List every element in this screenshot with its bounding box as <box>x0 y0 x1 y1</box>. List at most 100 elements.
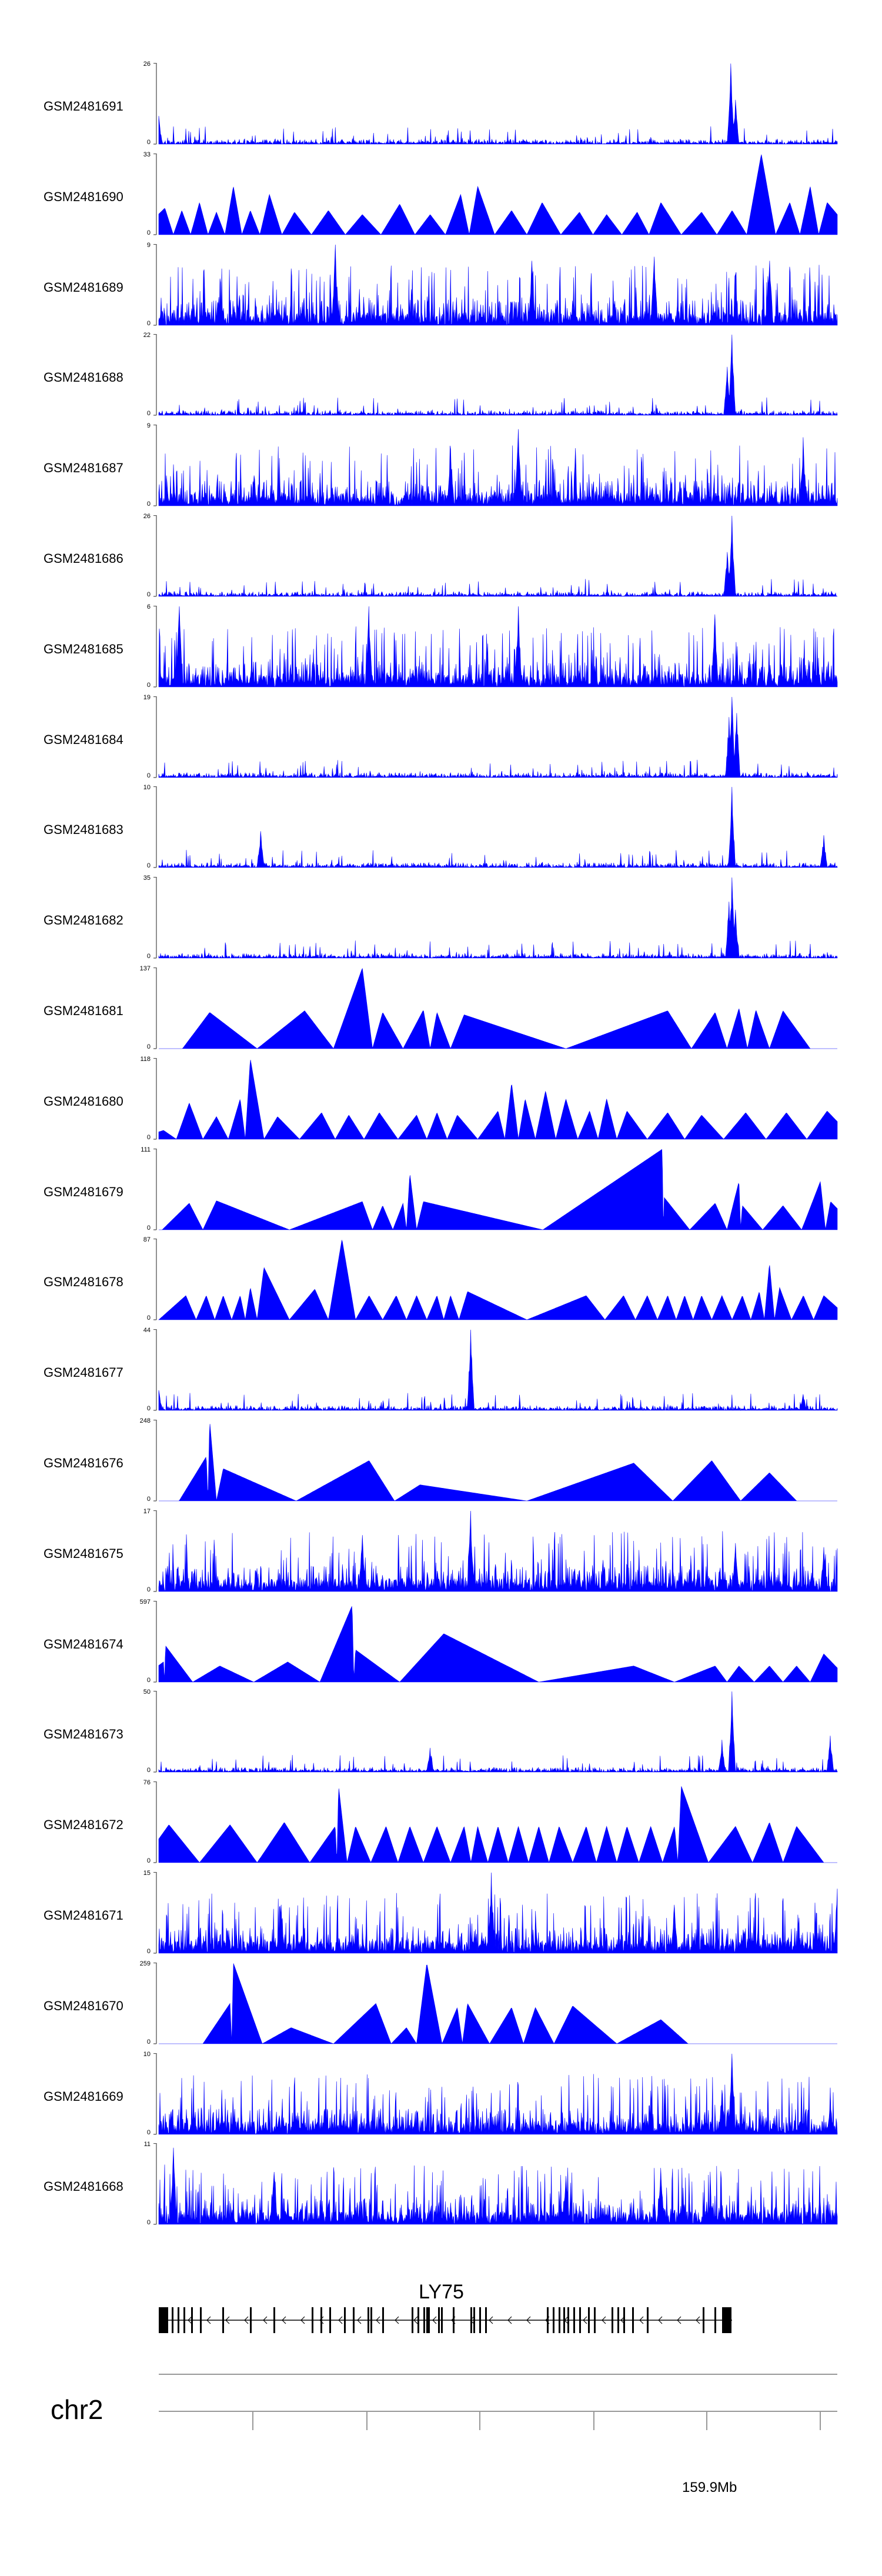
coverage-area <box>158 244 838 326</box>
track-plot-svg <box>153 967 837 1049</box>
y-axis-min-label: 0 <box>146 1224 151 1232</box>
gene-exon <box>594 2307 596 2333</box>
coverage-area <box>158 515 838 598</box>
gene-exon <box>368 2307 369 2333</box>
gene-exon <box>423 2307 425 2333</box>
track-label: GSM2481689 <box>44 280 123 295</box>
gene-exon <box>250 2307 252 2333</box>
chromosome-label: chr2 <box>51 2394 103 2425</box>
track-plot-svg <box>153 515 838 598</box>
track-plot-svg <box>153 425 838 507</box>
strand-arrow <box>583 2316 587 2324</box>
y-axis-max-label: 111 <box>141 1146 151 1153</box>
y-axis-max-label: 50 <box>143 1689 151 1696</box>
track-GSM2481672: GSM2481672 76 0 <box>0 1779 882 1873</box>
strand-arrow <box>658 2316 663 2324</box>
y-axis-max-label: 44 <box>143 1327 151 1334</box>
coverage-area <box>158 786 838 869</box>
y-axis-max-label: 259 <box>139 1960 151 1967</box>
strand-arrow <box>244 2316 249 2324</box>
track-label: GSM2481671 <box>44 1908 123 1923</box>
y-axis-max-label: 35 <box>143 875 151 882</box>
y-axis-max-label: 26 <box>143 61 151 68</box>
y-axis-min-label: 0 <box>146 1314 151 1322</box>
gene-exon <box>183 2307 185 2333</box>
y-axis-min-label: 0 <box>146 2219 151 2226</box>
coverage-area <box>158 2147 838 2225</box>
gene-exon <box>623 2307 625 2333</box>
track-label: GSM2481691 <box>44 99 123 114</box>
coverage-area <box>158 1329 838 1412</box>
gene-exon <box>320 2307 322 2333</box>
track-plot-svg <box>153 1058 838 1140</box>
track-plot-svg <box>153 1601 838 1683</box>
y-axis-max-label: 9 <box>146 242 151 249</box>
gene-exon <box>612 2307 613 2333</box>
gene-exon-utr <box>159 2307 168 2333</box>
coverage-area <box>158 1510 838 1592</box>
track-label: GSM2481679 <box>44 1184 123 1199</box>
strand-arrow <box>545 2316 550 2324</box>
gene-exon <box>453 2307 455 2333</box>
track-GSM2481679: GSM2481679 111 0 <box>0 1146 882 1240</box>
strand-arrow <box>526 2316 531 2324</box>
track-label: GSM2481680 <box>44 1094 123 1109</box>
coverage-area <box>158 1059 838 1140</box>
strand-arrow <box>677 2316 681 2324</box>
gene-exon <box>567 2307 569 2333</box>
gene-exon-utr <box>722 2307 731 2333</box>
track-GSM2481687: GSM2481687 9 0 <box>0 423 882 516</box>
strand-arrow <box>338 2316 343 2324</box>
strand-arrow <box>282 2316 286 2324</box>
strand-arrow <box>300 2316 305 2324</box>
strand-arrow <box>357 2316 362 2324</box>
track-plot-svg <box>153 696 838 779</box>
gene-exon <box>222 2307 224 2333</box>
track-plot-svg <box>153 154 838 235</box>
gene-exon <box>632 2307 634 2333</box>
track-plot-svg <box>153 1149 838 1230</box>
track-plot-svg <box>153 334 838 416</box>
gene-exon <box>714 2307 716 2333</box>
track-label: GSM2481675 <box>44 1546 123 1561</box>
gene-exon <box>200 2307 202 2333</box>
track-GSM2481675: GSM2481675 17 0 <box>0 1509 882 1601</box>
y-axis-min-label: 0 <box>146 1677 151 1684</box>
track-plot-svg <box>153 786 838 869</box>
gene-exon <box>588 2307 590 2333</box>
y-axis-min-label: 0 <box>146 320 151 327</box>
coverage-area <box>158 2053 838 2135</box>
y-axis-max-label: 248 <box>139 1417 151 1424</box>
strand-arrow <box>395 2316 399 2324</box>
track-GSM2481677: GSM2481677 44 0 <box>0 1327 882 1420</box>
y-axis-max-label: 19 <box>143 694 151 701</box>
y-axis-min-label: 0 <box>146 1134 151 1141</box>
gene-exon <box>473 2307 475 2333</box>
coverage-area <box>158 696 838 779</box>
track-plot-svg <box>153 1239 838 1320</box>
y-axis-min-label: 0 <box>146 410 151 417</box>
track-GSM2481688: GSM2481688 22 0 <box>0 332 882 425</box>
track-GSM2481685: GSM2481685 6 0 <box>0 603 882 697</box>
track-plot-svg <box>153 2143 838 2225</box>
y-axis-max-label: 76 <box>143 1779 151 1786</box>
track-plot-svg <box>153 1329 838 1412</box>
y-axis-max-label: 6 <box>146 603 151 610</box>
track-label: GSM2481683 <box>44 822 123 837</box>
track-GSM2481689: GSM2481689 9 0 <box>0 242 882 335</box>
coverage-area <box>158 63 838 145</box>
track-label: GSM2481669 <box>44 2089 123 2104</box>
track-plot-svg <box>153 1510 838 1592</box>
coverage-area <box>159 967 837 1049</box>
track-plot-svg <box>153 1781 837 1863</box>
strand-arrow <box>225 2316 230 2324</box>
coverage-area <box>158 877 838 959</box>
gene-exon <box>178 2307 179 2333</box>
gene-exon <box>485 2307 487 2333</box>
strand-arrow <box>564 2316 569 2324</box>
coverage-area <box>159 1149 838 1230</box>
gene-exon <box>553 2307 554 2333</box>
track-label: GSM2481677 <box>44 1365 123 1380</box>
y-axis-max-label: 137 <box>139 965 151 972</box>
y-axis-max-label: 10 <box>143 2051 151 2058</box>
